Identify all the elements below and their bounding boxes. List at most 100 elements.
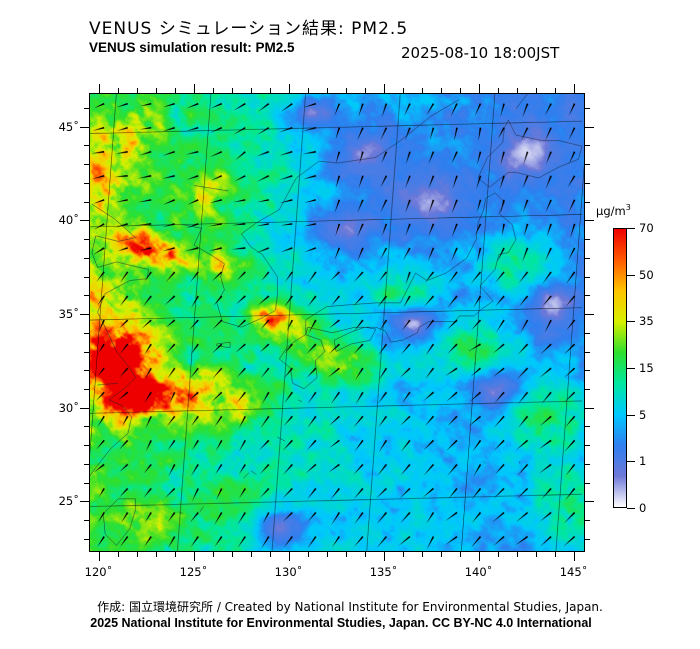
x-axis-tick-minor-top bbox=[326, 88, 328, 93]
y-axis-tick-minor bbox=[84, 389, 89, 390]
x-axis-tick-minor bbox=[440, 552, 442, 557]
x-axis-tick-minor-top bbox=[535, 88, 537, 93]
y-axis-label: 30˚ bbox=[58, 400, 79, 415]
y-axis-tick-minor-right bbox=[585, 182, 590, 184]
y-axis-tick-minor-right bbox=[585, 520, 590, 522]
x-axis-tick-minor bbox=[516, 552, 518, 557]
y-axis-tick-minor-right bbox=[585, 257, 590, 259]
x-axis-tick-minor bbox=[212, 552, 214, 557]
y-axis-tick-minor bbox=[84, 257, 89, 259]
x-axis-tick-minor-top bbox=[174, 88, 176, 93]
y-axis-tick-minor-right bbox=[585, 220, 594, 222]
x-axis-label: 120˚ bbox=[84, 565, 113, 579]
colorbar-tick-label: 70 bbox=[639, 221, 654, 235]
y-axis-tick-minor-right bbox=[585, 482, 590, 484]
colorbar-tick bbox=[627, 368, 635, 369]
y-axis-tick-minor-right bbox=[585, 332, 590, 334]
colorbar-tick bbox=[627, 274, 635, 276]
y-axis-tick-minor-right bbox=[585, 201, 590, 203]
x-axis-tick-minor bbox=[383, 552, 385, 561]
y-axis-tick-minor bbox=[84, 182, 89, 184]
x-axis-tick-minor-top bbox=[269, 88, 271, 93]
footer-license: 2025 National Institute for Environmenta… bbox=[90, 616, 592, 630]
y-axis-tick-minor bbox=[84, 370, 89, 372]
x-axis-tick-minor bbox=[136, 552, 138, 557]
colorbar-tick bbox=[627, 461, 635, 463]
x-axis-tick-minor bbox=[478, 552, 480, 561]
y-axis-tick-minor bbox=[80, 220, 89, 222]
colorbar-tick bbox=[627, 508, 635, 509]
y-axis-tick-minor bbox=[84, 201, 89, 203]
x-axis-tick-minor-top bbox=[155, 88, 157, 93]
y-axis-tick-minor-right bbox=[585, 501, 594, 503]
x-axis-tick-minor-top bbox=[193, 84, 195, 93]
coastline-graticule-wind-overlay bbox=[90, 94, 584, 551]
x-axis-tick-minor bbox=[231, 552, 233, 557]
colorbar-tick-label: 35 bbox=[639, 314, 654, 329]
colorbar-tick-label: 1 bbox=[639, 454, 647, 469]
colorbar-unit-label: µg/m3 bbox=[596, 203, 631, 218]
x-axis-tick-minor-top bbox=[212, 88, 214, 93]
x-axis-tick-minor-top bbox=[478, 84, 480, 93]
x-axis-tick-minor-top bbox=[345, 88, 347, 93]
y-axis-tick-minor bbox=[84, 107, 89, 109]
y-axis-tick-minor-right bbox=[585, 145, 590, 147]
y-axis-tick-minor bbox=[80, 314, 89, 316]
y-axis-tick-minor-right bbox=[585, 351, 590, 353]
y-axis-tick-minor bbox=[84, 276, 89, 278]
y-axis-tick-minor bbox=[84, 145, 89, 147]
y-axis-tick-minor bbox=[80, 501, 89, 503]
y-axis-tick-minor bbox=[80, 407, 89, 409]
y-axis-tick-minor bbox=[84, 239, 89, 241]
x-axis-tick-minor bbox=[535, 552, 537, 557]
y-axis-tick-minor-right bbox=[585, 295, 590, 297]
x-axis-tick-minor-top bbox=[402, 88, 404, 93]
y-axis-tick-minor bbox=[84, 463, 89, 465]
x-axis-tick-minor-top bbox=[98, 84, 100, 93]
x-axis-tick-minor-top bbox=[459, 88, 461, 93]
x-axis-tick-minor bbox=[174, 552, 176, 557]
x-axis-tick-minor bbox=[117, 552, 119, 557]
y-axis-label: 35˚ bbox=[58, 307, 79, 322]
colorbar-tick-label: 15 bbox=[639, 361, 654, 375]
y-axis-label: 25˚ bbox=[58, 494, 79, 509]
y-axis-tick-minor-right bbox=[585, 126, 594, 128]
y-axis-tick-minor-right bbox=[585, 463, 590, 465]
x-axis-tick-minor-top bbox=[364, 88, 366, 93]
x-axis-label: 135˚ bbox=[369, 565, 398, 579]
y-axis-tick-minor-right bbox=[585, 445, 590, 447]
page-title-en: VENUS simulation result: PM2.5 bbox=[89, 40, 295, 55]
y-axis-tick-minor bbox=[84, 482, 89, 484]
colorbar-gradient bbox=[614, 229, 626, 507]
y-axis-label: 45˚ bbox=[58, 119, 79, 134]
y-axis-tick-minor-right bbox=[585, 538, 590, 540]
colorbar bbox=[613, 228, 627, 508]
colorbar-tick-label: 0 bbox=[639, 501, 647, 515]
x-axis-tick-minor-top bbox=[231, 88, 233, 93]
x-axis-tick-minor bbox=[269, 552, 271, 557]
x-axis-label: 125˚ bbox=[179, 565, 208, 579]
x-axis-tick-minor-top bbox=[497, 88, 499, 93]
x-axis-tick-minor-top bbox=[440, 88, 442, 93]
x-axis-tick-minor bbox=[193, 552, 195, 561]
timestamp-label: 2025-08-10 18:00JST bbox=[401, 44, 560, 62]
x-axis-tick-minor-top bbox=[516, 88, 518, 93]
x-axis-tick-minor bbox=[326, 552, 328, 557]
colorbar-tick bbox=[627, 414, 635, 416]
y-axis-tick-minor bbox=[80, 126, 89, 128]
x-axis-tick-minor-top bbox=[117, 88, 119, 93]
y-axis-tick-minor bbox=[84, 295, 89, 297]
y-axis-label: 40˚ bbox=[58, 213, 79, 228]
x-axis-tick-minor-top bbox=[421, 88, 423, 93]
y-axis-tick-minor bbox=[84, 164, 89, 166]
x-axis-tick-minor bbox=[573, 552, 575, 561]
y-axis-tick-minor-right bbox=[585, 239, 590, 241]
footer-credit: 作成: 国立環境研究所 / Created by National Instit… bbox=[97, 600, 603, 614]
x-axis-tick-minor bbox=[307, 552, 309, 557]
y-axis-tick-minor bbox=[84, 445, 89, 447]
x-axis-tick-minor bbox=[554, 552, 556, 557]
x-axis-tick-minor-top bbox=[383, 84, 385, 93]
x-axis-label: 145˚ bbox=[559, 565, 588, 579]
x-axis-tick-minor bbox=[98, 552, 100, 561]
x-axis-tick-minor-top bbox=[307, 88, 309, 93]
